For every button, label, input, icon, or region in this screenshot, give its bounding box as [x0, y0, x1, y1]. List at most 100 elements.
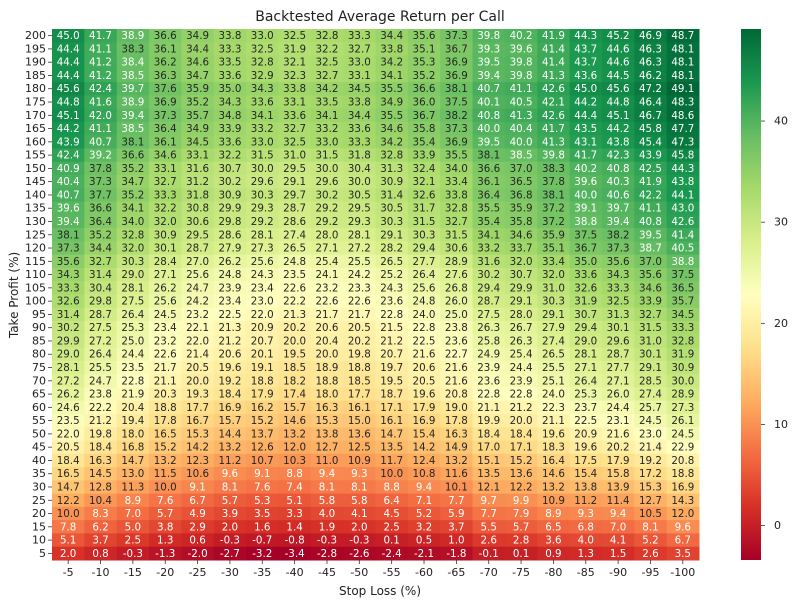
cell-value-label: 5.0: [125, 521, 141, 533]
heatmap-cell: [52, 334, 85, 349]
heatmap-cell: [504, 241, 538, 256]
heatmap-cell: [569, 427, 603, 442]
cell-value-label: 30.0: [316, 163, 339, 175]
cell-value-label: 30.7: [510, 269, 533, 281]
cell-value-label: 35.0: [574, 256, 597, 268]
cell-value-label: 34.2: [380, 57, 403, 69]
cell-value-label: 39.8: [542, 150, 565, 162]
heatmap-cell: [666, 55, 700, 70]
heatmap-cell: [116, 175, 150, 189]
heatmap-cell: [84, 68, 118, 83]
heatmap-cell: [375, 267, 409, 282]
cell-value-label: 20.0: [186, 375, 209, 387]
heatmap-cell: [181, 307, 215, 322]
y-tick-label: 155: [25, 149, 46, 162]
heatmap-cell: [52, 281, 85, 296]
cell-value-label: 20.0: [510, 415, 533, 427]
x-tick-label: -95: [641, 566, 659, 579]
cell-value-label: 48.3: [671, 97, 694, 109]
heatmap-cell: [666, 135, 700, 149]
heatmap-cell: [407, 121, 441, 136]
heatmap-cell: [181, 533, 215, 548]
cell-value-label: 26.4: [121, 309, 144, 321]
heatmap-cell: [601, 55, 635, 70]
heatmap-cell: [407, 546, 441, 561]
cell-value-label: 29.4: [413, 243, 436, 255]
heatmap-cell: [634, 135, 668, 149]
cell-value-label: 30.4: [348, 163, 371, 175]
heatmap-cell: [343, 427, 376, 442]
heatmap-cell: [149, 29, 182, 43]
cell-value-label: 35.5: [380, 110, 403, 122]
heatmap-cell: [472, 427, 506, 442]
cell-value-label: 26.4: [413, 269, 436, 281]
heatmap-cell: [246, 493, 279, 508]
cell-value-label: 32.5: [316, 57, 339, 69]
cell-value-label: 45.2: [607, 30, 630, 42]
cell-value-label: 29.9: [218, 203, 241, 215]
heatmap-cell: [278, 148, 312, 163]
cell-value-label: 14.5: [89, 468, 112, 480]
heatmap-cell: [537, 267, 571, 282]
heatmap-cell: [375, 520, 409, 534]
x-tick-label: -90: [609, 566, 627, 579]
cell-value-label: 12.2: [510, 481, 533, 493]
heatmap-cell: [601, 374, 635, 388]
cell-value-label: 44.8: [607, 97, 630, 109]
heatmap-cell: [601, 29, 635, 43]
cell-value-label: 24.9: [477, 349, 500, 361]
heatmap-cell: [569, 175, 603, 189]
heatmap-cell: [634, 95, 668, 110]
heatmap-cell: [440, 55, 474, 70]
cell-value-label: 35.9: [186, 83, 209, 95]
heatmap-cell: [440, 294, 474, 309]
cell-value-label: 44.4: [574, 110, 597, 122]
heatmap-cell: [375, 294, 409, 309]
cell-value-label: 27.1: [607, 375, 630, 387]
cell-value-label: 30.7: [574, 309, 597, 321]
cell-value-label: 23.3: [348, 282, 371, 294]
heatmap-cell: [375, 214, 409, 229]
cell-value-label: 33.3: [57, 282, 80, 294]
cell-value-label: 11.2: [574, 495, 597, 507]
heatmap-cell: [375, 188, 409, 203]
cell-value-label: 28.7: [477, 296, 500, 308]
cell-value-label: 42.2: [639, 189, 662, 201]
heatmap-cell: [472, 506, 506, 521]
cell-value-label: 25.6: [251, 256, 274, 268]
cell-value-label: 18.5: [283, 362, 306, 374]
heatmap-cell: [310, 148, 344, 163]
heatmap-cell: [246, 108, 279, 123]
cell-value-label: 23.2: [316, 282, 339, 294]
cell-value-label: 18.8: [671, 468, 694, 480]
cell-value-label: 41.7: [542, 123, 565, 135]
heatmap-cell: [213, 188, 247, 203]
heatmap-cell: [278, 347, 312, 362]
heatmap-cell: [537, 108, 571, 123]
heatmap-cell: [84, 374, 118, 388]
heatmap-cell: [569, 82, 603, 96]
cell-value-label: 28.7: [186, 243, 209, 255]
cell-value-label: 33.3: [671, 322, 694, 334]
cell-value-label: 31.7: [413, 203, 436, 215]
cell-value-label: 14.6: [542, 468, 565, 480]
cell-value-label: 10.3: [283, 455, 306, 467]
cell-value-label: 3.8: [157, 521, 173, 533]
heatmap-cell: [278, 294, 312, 309]
cell-value-label: 44.4: [57, 43, 80, 55]
cell-value-label: 34.3: [218, 97, 241, 109]
cell-value-label: 28.1: [57, 362, 80, 374]
heatmap-cell: [213, 453, 247, 468]
heatmap-cell: [537, 347, 571, 362]
heatmap-cell: [181, 135, 215, 149]
heatmap-cell: [666, 533, 700, 548]
cell-value-label: 17.2: [639, 468, 662, 480]
cell-value-label: 32.4: [413, 163, 436, 175]
heatmap-cell: [310, 175, 344, 189]
heatmap-cell: [343, 387, 376, 402]
cell-value-label: 33.1: [348, 70, 371, 82]
cell-value-label: 27.5: [89, 322, 112, 334]
heatmap-cell: [440, 241, 474, 256]
cell-value-label: 25.6: [413, 282, 436, 294]
heatmap-cell: [310, 400, 344, 415]
